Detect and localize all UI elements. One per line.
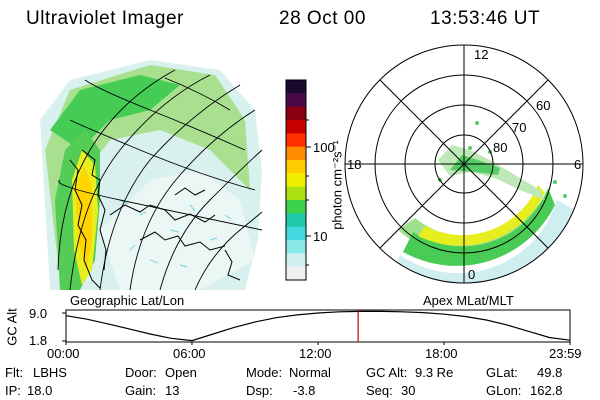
colorbar	[286, 80, 306, 281]
status-ip-label: IP:	[5, 383, 21, 398]
mlt-label-18: 18	[347, 157, 362, 172]
colorbar-band	[286, 120, 306, 134]
mlat-label-70: 70	[512, 120, 527, 135]
colorbar-band	[286, 213, 306, 228]
polar-grid	[344, 44, 584, 284]
gc-alt-xtick-0000: 00:00	[47, 346, 80, 361]
colorbar-band	[286, 186, 306, 201]
colorbar-band	[286, 80, 306, 94]
instrument-title: Ultraviolet Imager	[26, 8, 184, 29]
mlt-label-12: 12	[474, 47, 489, 62]
colorbar-band	[286, 226, 306, 241]
observation-date: 28 Oct 00	[279, 8, 366, 29]
gc-alt-xtick-2359: 23:59	[549, 346, 582, 361]
gc-alt-curve	[66, 310, 570, 342]
status-gcalt-label: GC Alt:	[366, 365, 408, 380]
status-gain-value: 13	[165, 383, 180, 398]
colorbar-band	[286, 240, 306, 254]
geographic-image	[40, 60, 262, 290]
gc-alt-ylabel: GC Alt	[4, 308, 20, 346]
colorbar-band	[286, 106, 306, 121]
status-glat-value: 49.8	[537, 365, 563, 380]
colorbar-band	[286, 93, 306, 108]
gc-alt-xtick-1200: 12:00	[299, 346, 332, 361]
right-panel-caption: Apex MLat/MLT	[423, 293, 514, 308]
gc-alt-axis-ticks	[62, 312, 571, 345]
status-flt-label: Flt:	[5, 365, 24, 380]
colorbar-band	[286, 133, 306, 148]
colorbar-band	[286, 146, 306, 161]
gc-alt-xtick-1800: 18:00	[425, 346, 458, 361]
gc-alt-frame	[65, 309, 571, 343]
colorbar-frame	[285, 79, 307, 281]
status-glon-label: GLon:	[486, 383, 522, 398]
colorbar-band	[286, 173, 306, 188]
mlt-label-6: 6	[574, 157, 582, 172]
colorbar-band	[286, 200, 306, 214]
status-dsp-label: Dsp:	[246, 383, 273, 398]
status-glon-value: 162.8	[530, 383, 563, 398]
status-dsp-value: -3.8	[293, 383, 316, 398]
status-glat-label: GLat:	[486, 365, 518, 380]
left-panel-caption: Geographic Lat/Lon	[70, 293, 185, 308]
colorbar-unit-label: photon cm⁻²s⁻¹	[329, 140, 345, 230]
mlat-label-80: 80	[493, 140, 508, 155]
colorbar-ticks	[306, 119, 311, 266]
gc-alt-xtick-0600: 06:00	[173, 346, 206, 361]
status-gcalt-value: 9.3 Re	[415, 365, 454, 380]
status-seq-label: Seq:	[366, 383, 393, 398]
colorbar-tick-100: 100	[313, 140, 335, 155]
coastlines	[69, 149, 241, 289]
gc-alt-ytick-max: 9.0	[29, 306, 48, 321]
status-mode-label: Mode:	[246, 365, 283, 380]
colorbar-band	[286, 266, 306, 281]
colorbar-tick-10: 10	[313, 229, 328, 244]
status-door-label: Door:	[125, 365, 157, 380]
colorbar-band	[286, 253, 306, 268]
status-ip-value: 18.0	[27, 383, 53, 398]
mlt-label-0: 0	[468, 267, 476, 282]
geographic-grid	[57, 69, 263, 291]
status-mode-value: Normal	[289, 365, 331, 380]
status-door-value: Open	[165, 365, 197, 380]
status-flt-value: LBHS	[33, 365, 67, 380]
status-gain-label: Gain:	[125, 383, 157, 398]
observation-time: 13:53:46 UT	[430, 8, 541, 29]
gc-alt-ytick-min: 1.8	[29, 333, 48, 348]
mlat-label-60: 60	[536, 98, 551, 113]
status-seq-value: 30	[401, 383, 416, 398]
colorbar-band	[286, 160, 306, 174]
